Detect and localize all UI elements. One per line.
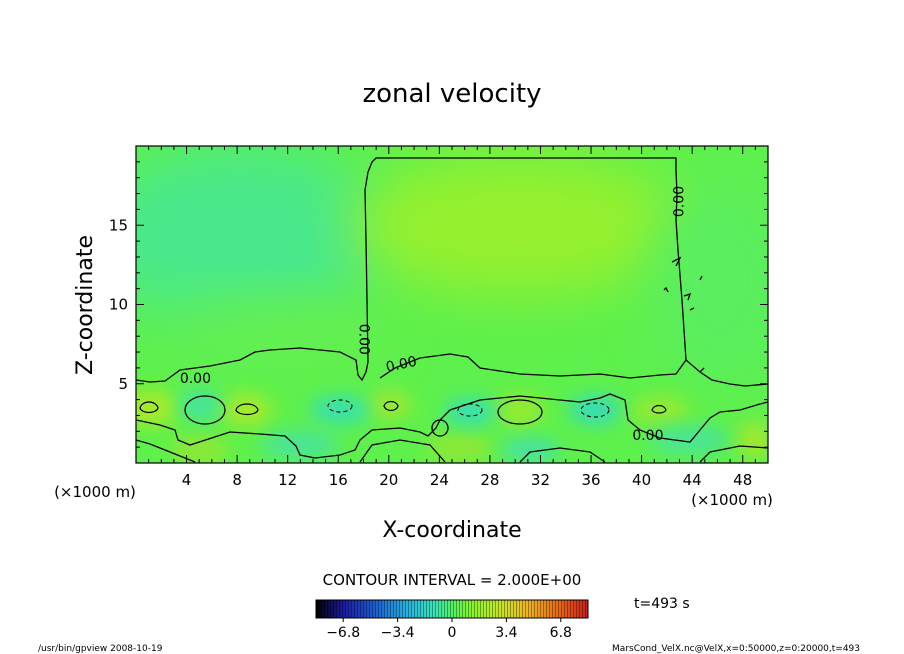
x-tick-label: 48 (733, 471, 752, 489)
colorbar-tick-label: 6.8 (550, 625, 572, 641)
x-tick-label: 20 (379, 471, 398, 489)
x-tick-label: 16 (329, 471, 348, 489)
x-tick-label: 12 (278, 471, 297, 489)
colorbar-tick-label: 0 (448, 625, 457, 641)
plot-area: 0.00 0.00 0.00 0.00 0.00 (136, 146, 768, 463)
contour-zero-right (685, 359, 768, 387)
y-tick-label: 5 (118, 375, 128, 393)
colorbar-tick-label: 3.4 (495, 625, 517, 641)
contour-closed (497, 399, 543, 425)
contour-label: 0.00 (672, 186, 688, 217)
x-tick-label: 4 (182, 471, 192, 489)
colorbar: −6.8 −3.4 0 3.4 6.8 (315, 599, 589, 641)
chart-title: zonal velocity (362, 79, 541, 109)
x-tick-label: 24 (430, 471, 449, 489)
y-tick-label: 10 (109, 296, 128, 314)
contour-closed (184, 395, 226, 425)
x-axis: 4 8 12 16 20 24 28 32 36 40 44 48 (148, 146, 756, 489)
contour-label: 0.00 (385, 354, 419, 376)
contour-plus-small (139, 400, 667, 416)
x-tick-label: 28 (480, 471, 499, 489)
colorbar-tick-label: −3.4 (381, 625, 415, 641)
contour-labels: 0.00 0.00 0.00 0.00 0.00 (180, 186, 688, 444)
contour-closed (431, 419, 449, 437)
contour-zero-lower (136, 439, 768, 463)
field-shading (136, 146, 768, 463)
contour-zero-mid (379, 169, 687, 379)
contour-label: 0.00 (180, 371, 211, 387)
x-unit-right: (×1000 m) (691, 491, 773, 509)
colorbar-ticks: −6.8 −3.4 0 3.4 6.8 (326, 618, 572, 641)
x-tick-label: 32 (531, 471, 550, 489)
y-axis: 5 10 15 (109, 161, 768, 448)
x-unit-left: (×1000 m) (54, 483, 136, 501)
x-tick-label: 36 (581, 471, 600, 489)
y-axis-label: Z-coordinate (73, 235, 98, 375)
contour-negative-lines (327, 399, 610, 418)
time-label: t=493 s (634, 596, 690, 612)
footer-left: /usr/bin/gpview 2008-10-19 (38, 644, 163, 654)
x-axis-label: X-coordinate (382, 518, 521, 543)
contour-zero-main (136, 157, 677, 383)
contour-label: 0.00 (356, 324, 372, 355)
contour-noise (663, 256, 705, 373)
colorbar-stripes (316, 600, 588, 618)
x-tick-label: 40 (632, 471, 651, 489)
x-tick-label: 44 (683, 471, 702, 489)
y-tick-label: 15 (109, 216, 128, 234)
colorbar-tick-label: −6.8 (326, 625, 360, 641)
contour-lines (136, 157, 768, 463)
footer-right: MarsCond_VelX.nc@VelX,x=0:50000,z=0:2000… (612, 644, 860, 654)
contour-label: 0.00 (632, 428, 663, 444)
contour-interval-text: CONTOUR INTERVAL = 2.000E+00 (323, 571, 582, 589)
contour-zero-low (136, 393, 768, 459)
x-tick-label: 8 (232, 471, 242, 489)
